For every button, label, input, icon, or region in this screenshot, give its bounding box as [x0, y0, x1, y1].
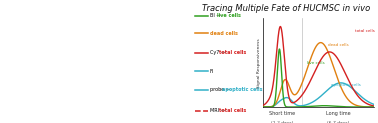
Text: apoptotic cells: apoptotic cells	[332, 83, 361, 87]
Text: Cy7 —: Cy7 —	[210, 50, 227, 55]
Text: dead cells: dead cells	[210, 31, 238, 36]
Text: live cells: live cells	[307, 61, 325, 65]
Text: BI —: BI —	[210, 14, 223, 18]
Text: (1-2 days): (1-2 days)	[271, 121, 293, 123]
Text: FI: FI	[210, 69, 214, 74]
Text: probe —: probe —	[210, 87, 232, 92]
Text: dead cells: dead cells	[328, 43, 349, 47]
Y-axis label: Signal Responsiveness: Signal Responsiveness	[257, 38, 261, 88]
Text: Tracing Multiple Fate of HUCMSC in vivo: Tracing Multiple Fate of HUCMSC in vivo	[202, 4, 370, 13]
Text: apoptotic cells: apoptotic cells	[222, 87, 262, 92]
Text: MRI —: MRI —	[210, 108, 227, 113]
Text: total cells: total cells	[219, 50, 246, 55]
Text: live cells: live cells	[217, 14, 241, 18]
Text: (6-7 days): (6-7 days)	[327, 121, 349, 123]
Text: total cells: total cells	[219, 108, 246, 113]
Text: total cells: total cells	[355, 29, 375, 33]
Text: Short time: Short time	[269, 111, 295, 116]
Text: Long time: Long time	[326, 111, 350, 116]
